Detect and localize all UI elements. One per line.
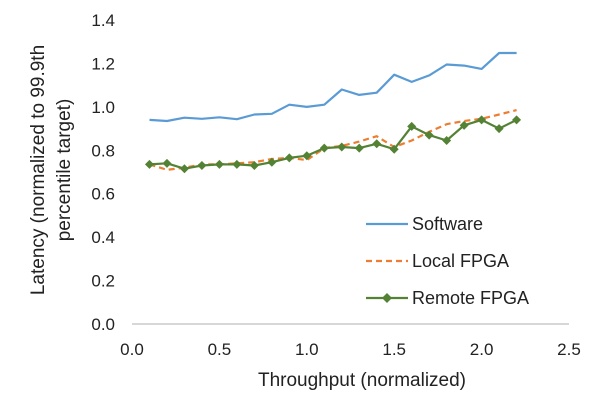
legend-marker-remote-fpga [382,293,392,303]
series-line-software [149,51,517,123]
data-point-remote-fpga [372,139,382,149]
y-tick-label: 0.2 [91,272,115,291]
data-point-remote-fpga [249,160,259,170]
data-point-remote-fpga [162,158,172,168]
y-axis-title-line2: percentile target) [54,99,75,242]
x-tick-label: 0.0 [120,340,144,359]
y-tick-label: 0.6 [91,185,115,204]
data-point-remote-fpga [144,159,154,169]
data-point-remote-fpga [232,159,242,169]
y-tick-label: 0.0 [91,315,115,334]
x-axis-title: Throughput (normalized) [258,370,466,391]
y-axis-title-line1: Latency (normalized to 99.9th [28,45,49,295]
legend-label-remote-fpga: Remote FPGA [412,288,529,308]
y-tick-label: 1.4 [91,11,115,30]
series-line-remote-fpga [149,118,518,170]
x-tick-label: 2.5 [557,340,581,359]
data-point-remote-fpga [512,115,522,125]
legend-label-software: Software [412,214,483,234]
data-point-remote-fpga [267,157,277,167]
x-tick-label: 1.0 [295,340,319,359]
data-point-remote-fpga [197,160,207,170]
data-point-remote-fpga [407,121,417,131]
data-point-remote-fpga [354,143,364,153]
legend-label-local-fpga: Local FPGA [412,251,509,271]
x-tick-label: 2.0 [470,340,494,359]
data-point-remote-fpga [424,130,434,140]
data-point-remote-fpga [337,142,347,152]
x-axis-ticks: 0.0 0.5 1.0 1.5 2.0 2.5 [120,340,581,359]
y-axis-ticks: 0.0 0.2 0.4 0.6 0.8 1.0 1.2 1.4 [91,11,115,334]
series-layer [144,51,522,174]
x-tick-label: 0.5 [208,340,232,359]
data-point-remote-fpga [284,153,294,163]
y-tick-label: 0.8 [91,141,115,160]
data-point-remote-fpga [319,143,329,153]
y-tick-label: 1.0 [91,98,115,117]
data-point-remote-fpga [179,164,189,174]
data-point-remote-fpga [459,120,469,130]
data-point-remote-fpga [214,159,224,169]
data-point-remote-fpga [389,144,399,154]
data-point-remote-fpga [477,115,487,125]
y-tick-label: 0.4 [91,228,115,247]
x-tick-label: 1.5 [382,340,406,359]
legend: Software Local FPGA Remote FPGA [366,214,529,308]
y-tick-label: 1.2 [91,54,115,73]
data-point-remote-fpga [302,151,312,161]
data-point-remote-fpga [442,136,452,146]
data-point-remote-fpga [494,124,504,134]
